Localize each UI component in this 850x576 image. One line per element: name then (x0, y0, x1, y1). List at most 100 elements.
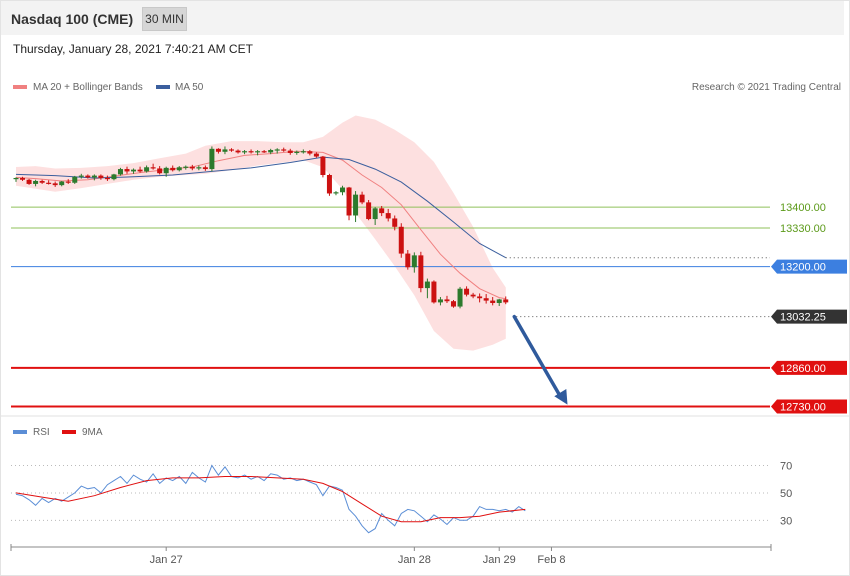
candle-body (340, 187, 345, 193)
candle-body (91, 175, 97, 178)
candle-body (405, 253, 411, 268)
candle-body (477, 296, 483, 299)
candle-body (418, 255, 424, 289)
rsi-line (15, 464, 526, 534)
candle-body (261, 151, 267, 153)
candle-body (124, 169, 130, 172)
x-tick-label: Feb 8 (537, 554, 565, 566)
candle-body (346, 187, 352, 216)
candle-body (242, 151, 248, 153)
candle-body (85, 175, 91, 178)
candle-body (228, 149, 234, 151)
candle-body (464, 288, 470, 295)
interval-button[interactable]: 30 MIN (142, 7, 187, 31)
level-label: 12730.00 (780, 402, 826, 414)
ma20-legend-swatch (13, 85, 27, 89)
candle-body (483, 298, 489, 301)
rsi-panel: 70 50 30 (11, 461, 792, 534)
candle-body (424, 281, 430, 289)
candle-body (255, 151, 261, 153)
candle-body (163, 167, 169, 174)
ma20-legend-label: MA 20 + Bollinger Bands (33, 82, 143, 93)
candle-body (157, 168, 163, 174)
candle-body (353, 194, 359, 216)
bollinger-band (16, 115, 506, 351)
rsi-tick-label: 70 (780, 461, 792, 473)
level-lines: 13400.00 13330.00 13200.00 13032.25 12860.00… (11, 202, 847, 414)
bollinger-band-area (16, 115, 506, 351)
candle-body (300, 151, 306, 153)
candle-body (196, 167, 202, 169)
candle-body (392, 218, 398, 227)
candle-body (444, 299, 450, 302)
rsi-ma-line (15, 476, 526, 523)
candle-body (209, 148, 215, 170)
candle-body (313, 153, 319, 157)
level-label-box (771, 399, 847, 414)
candle-body (215, 148, 221, 152)
candle-body (144, 167, 150, 172)
candle-body (457, 288, 463, 307)
candle-body (33, 180, 39, 184)
level-label: 12860.00 (780, 363, 826, 375)
level-label-box (771, 259, 847, 274)
candle-body (39, 180, 45, 183)
candle-body (437, 299, 443, 303)
level-label: 13400.00 (780, 202, 826, 214)
candle-body (176, 167, 182, 171)
candle-body (59, 181, 65, 186)
candle-body (326, 175, 332, 194)
candle-body (137, 169, 143, 172)
candle-body (411, 255, 417, 268)
candle-body (385, 213, 391, 219)
candle-body (503, 299, 509, 303)
rsi-tick-label: 30 (780, 515, 792, 527)
candle-body (78, 175, 84, 177)
candle-body (98, 175, 104, 178)
candle-body (111, 174, 117, 180)
candle-body (26, 179, 32, 184)
instrument-title: Nasdaq 100 (CME) (11, 11, 134, 27)
rsi-legend-label: RSI (33, 427, 50, 438)
candle-body (202, 167, 208, 170)
candle-body (294, 151, 300, 153)
rsi-ma-legend-label: 9MA (82, 427, 103, 438)
candle-body (451, 301, 457, 307)
candle-body (320, 156, 326, 176)
candle-body (65, 181, 71, 183)
x-tick-label: Jan 29 (483, 554, 516, 566)
candle-body (13, 177, 19, 180)
forecast-arrow (512, 314, 568, 405)
x-axis: Jan 27 Jan 28 Jan 29 Feb 8 (10, 544, 772, 566)
candle-body (235, 150, 241, 153)
candle-body (333, 192, 339, 194)
chart-header: Nasdaq 100 (CME) 30 MIN (1, 1, 844, 35)
candle-body (189, 166, 195, 169)
candle-body (307, 151, 313, 154)
level-label-box (771, 360, 847, 375)
rsi-legend-swatch (13, 430, 27, 434)
x-tick-label: Jan 28 (398, 554, 431, 566)
candle-body (104, 177, 110, 180)
candle-body (150, 167, 156, 169)
candle-body (431, 281, 437, 303)
candle-body (287, 150, 293, 153)
candle-body (248, 151, 254, 153)
candle-body (490, 300, 496, 303)
rsi-ma-legend-swatch (62, 430, 76, 434)
level-label: 13330.00 (780, 223, 826, 235)
candle-body (183, 166, 189, 168)
candle-body (52, 183, 58, 186)
forecast-arrow-shaft (512, 314, 564, 401)
candle-body (274, 149, 280, 151)
ma50-legend-label: MA 50 (175, 82, 204, 93)
candle-body (379, 208, 385, 214)
candle-body (72, 176, 78, 183)
candle-body (496, 299, 502, 303)
candle-body (281, 149, 287, 151)
candle-body (222, 149, 228, 152)
candle-body (170, 167, 176, 171)
forecast-arrow-head (554, 389, 568, 405)
candle-body (268, 150, 274, 153)
